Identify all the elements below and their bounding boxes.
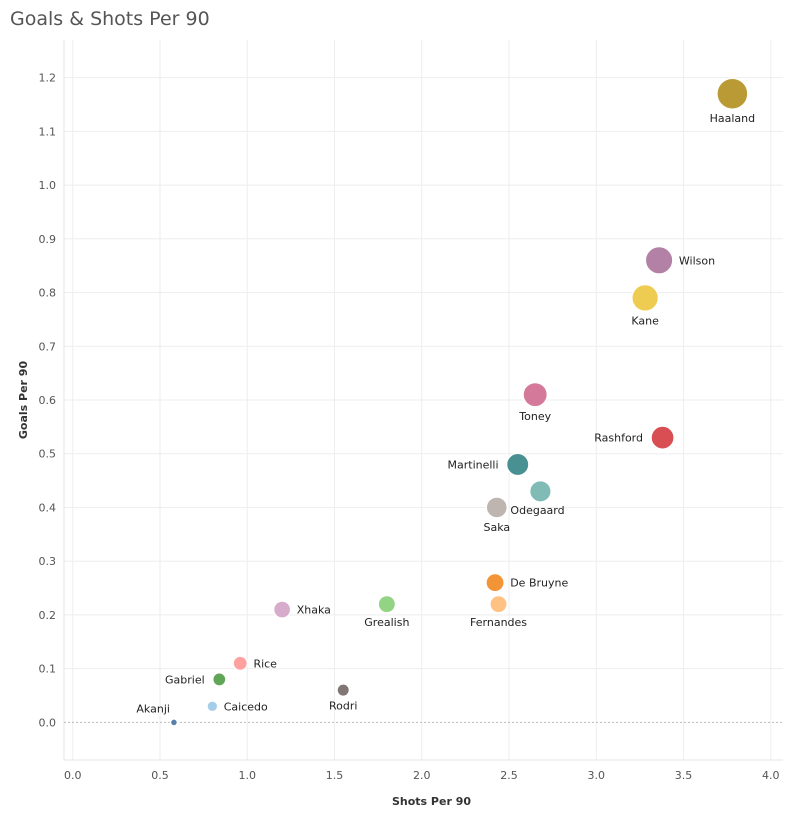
y-tick-label: 0.5 (39, 448, 57, 461)
point-label: Akanji (136, 702, 170, 715)
y-tick-label: 0.7 (39, 340, 57, 353)
x-tick-label: 0.0 (64, 769, 82, 782)
x-tick-label: 1.0 (238, 769, 256, 782)
x-tick-label: 2.0 (413, 769, 431, 782)
y-tick-labels: 0.0 0.1 0.2 0.3 0.4 0.5 0.6 0.7 0.8 0.9 1.0 1.1 1.2 (39, 72, 57, 730)
data-point[interactable] (650, 425, 675, 450)
y-tick-label: 0.1 (39, 663, 57, 676)
point-label: Odegaard (510, 504, 564, 517)
data-point[interactable] (489, 594, 508, 614)
x-tick-label: 2.5 (500, 769, 518, 782)
y-tick-label: 1.0 (39, 179, 57, 192)
data-point[interactable] (169, 718, 179, 727)
x-tick-label: 1.5 (326, 769, 344, 782)
data-point[interactable] (211, 672, 227, 687)
x-tick-labels: 0.0 0.5 1.0 1.5 2.0 2.5 3.0 3.5 4.0 (64, 769, 780, 782)
y-tick-label: 0.3 (39, 555, 57, 568)
point-label: De Bruyne (510, 577, 568, 590)
grid-lines (63, 40, 783, 761)
point-label: Rice (253, 657, 277, 670)
data-point[interactable] (522, 381, 549, 408)
data-point[interactable] (528, 479, 552, 503)
point-label: Xhaka (297, 604, 331, 617)
y-tick-label: 0.0 (39, 716, 57, 729)
point-label: Grealish (364, 616, 409, 629)
x-tick-label: 3.0 (588, 769, 606, 782)
data-point[interactable] (631, 283, 660, 313)
data-point[interactable] (272, 600, 292, 619)
point-label: Gabriel (165, 673, 205, 686)
data-point[interactable] (485, 572, 505, 593)
point-label: Martinelli (448, 458, 499, 471)
data-point[interactable] (644, 245, 674, 275)
point-label: Saka (483, 521, 510, 534)
data-points (169, 77, 749, 727)
y-tick-label: 0.8 (39, 287, 57, 300)
y-tick-label: 1.2 (39, 72, 57, 85)
y-axis-label: Goals Per 90 (17, 361, 30, 440)
point-label: Rodri (329, 699, 357, 712)
data-point[interactable] (505, 452, 530, 477)
data-point[interactable] (206, 700, 219, 713)
data-point[interactable] (377, 594, 397, 614)
y-tick-label: 0.2 (39, 609, 57, 622)
point-label: Kane (631, 314, 659, 327)
point-label: Haaland (710, 112, 756, 125)
chart-title: Goals & Shots Per 90 (10, 8, 210, 30)
point-label: Caicedo (224, 700, 268, 713)
data-point[interactable] (716, 77, 749, 110)
point-label: Toney (518, 410, 551, 423)
y-tick-label: 0.6 (39, 394, 57, 407)
point-label: Wilson (679, 254, 715, 267)
x-tick-label: 4.0 (762, 769, 780, 782)
y-tick-label: 0.4 (39, 501, 57, 514)
data-point[interactable] (232, 655, 249, 672)
point-labels: Haaland Wilson Kane Toney Rashford Martinelli… (136, 112, 755, 715)
data-point[interactable] (336, 683, 351, 698)
x-tick-label: 0.5 (151, 769, 169, 782)
x-axis-label: Shots Per 90 (392, 795, 471, 808)
data-point[interactable] (485, 496, 509, 519)
point-label: Rashford (594, 432, 643, 445)
point-label: Fernandes (470, 616, 527, 629)
y-tick-label: 0.9 (39, 233, 57, 246)
x-tick-label: 3.5 (675, 769, 693, 782)
y-tick-label: 1.1 (39, 125, 57, 138)
